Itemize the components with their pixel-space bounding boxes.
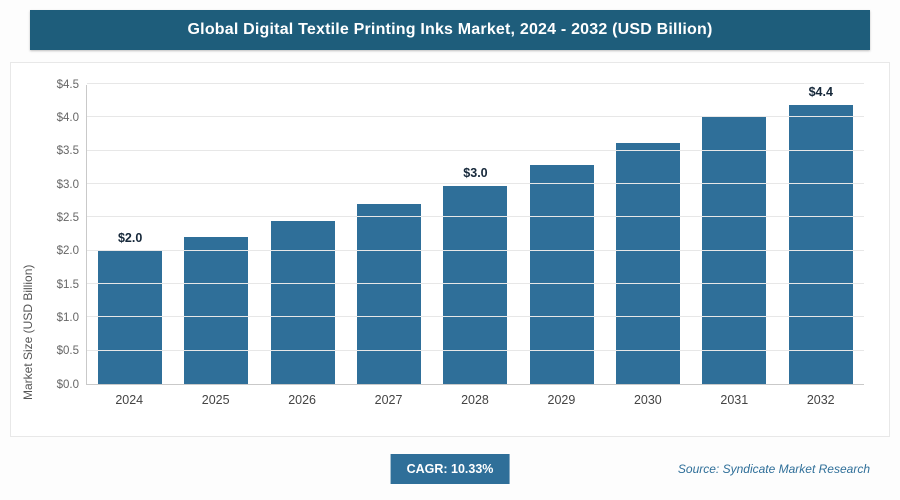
bar-2031 bbox=[702, 117, 767, 384]
bar-2028 bbox=[443, 186, 508, 384]
bar-value-label: $4.4 bbox=[808, 85, 833, 99]
plot-area: $2.0 $3.0 $4.4 $0.0 $0.5 $1.0 $1.5 $2.0 $2.5 $3.… bbox=[57, 79, 864, 391]
x-axis-label-2024: 2024 bbox=[115, 393, 144, 407]
x-axis-label-2025: 2025 bbox=[201, 393, 230, 407]
bar-slot-2025 bbox=[173, 85, 259, 384]
y-tick-label: $4.0 bbox=[56, 111, 79, 124]
bars-row: $2.0 $3.0 $4.4 bbox=[87, 85, 864, 384]
bar-slot-2028: $3.0 bbox=[432, 85, 518, 384]
chart-title-bar: Global Digital Textile Printing Inks Mar… bbox=[30, 10, 870, 50]
x-axis-label-2027: 2027 bbox=[374, 393, 403, 407]
bar-value-label: $3.0 bbox=[463, 166, 488, 180]
bar-2026 bbox=[270, 220, 335, 384]
chart-panel: Market Size (USD Billion) $2.0 $3.0 $4.4 $… bbox=[10, 62, 890, 437]
bar-2025 bbox=[184, 237, 249, 384]
y-tick-label: $2.0 bbox=[56, 245, 79, 258]
source-text: Source: Syndicate Market Research bbox=[677, 462, 870, 476]
bar-slot-2031 bbox=[691, 85, 777, 384]
x-axis-label-2032: 2032 bbox=[806, 393, 835, 407]
bar-slot-2024: $2.0 bbox=[87, 85, 173, 384]
y-tick-label: $4.5 bbox=[56, 78, 79, 91]
y-tick-label: $1.5 bbox=[56, 278, 79, 291]
x-axis-labels: 2024 2025 2026 2027 2028 2029 2030 2031 2032 bbox=[86, 393, 864, 407]
bar-slot-2029 bbox=[519, 85, 605, 384]
gridline bbox=[87, 183, 864, 184]
bar-2030 bbox=[616, 142, 681, 384]
y-tick-label: $0.0 bbox=[56, 378, 79, 391]
cagr-badge: CAGR: 10.33% bbox=[390, 454, 510, 484]
gridline bbox=[87, 249, 864, 251]
gridline bbox=[87, 216, 864, 218]
gridline bbox=[87, 316, 864, 318]
gridline bbox=[87, 149, 864, 151]
y-tick-label: $2.5 bbox=[56, 211, 79, 224]
bar-2032 bbox=[788, 105, 853, 384]
gridline bbox=[87, 116, 864, 118]
bar-slot-2026 bbox=[260, 85, 346, 384]
gridline bbox=[87, 349, 864, 351]
y-tick-label: $0.5 bbox=[56, 345, 79, 358]
bar-slot-2030 bbox=[605, 85, 691, 384]
chart-title: Global Digital Textile Printing Inks Mar… bbox=[187, 21, 713, 38]
gridline bbox=[87, 83, 864, 84]
y-tick-label: $3.0 bbox=[56, 178, 79, 191]
x-axis-label-2031: 2031 bbox=[720, 393, 749, 407]
x-axis-label-2029: 2029 bbox=[547, 393, 576, 407]
chart-footer: CAGR: 10.33% Source: Syndicate Market Re… bbox=[0, 454, 900, 486]
gridline bbox=[87, 283, 864, 284]
x-axis-label-2030: 2030 bbox=[633, 393, 662, 407]
bar-2029 bbox=[529, 165, 594, 384]
bar-2027 bbox=[357, 204, 422, 384]
bar-value-label: $2.0 bbox=[117, 230, 143, 245]
bar-slot-2032: $4.4 bbox=[778, 85, 864, 384]
y-tick-label: $3.5 bbox=[56, 145, 79, 158]
bar-slot-2027 bbox=[346, 85, 432, 384]
x-axis-label-2026: 2026 bbox=[288, 393, 316, 407]
y-axis-title: Market Size (USD Billion) bbox=[21, 264, 35, 400]
x-axis-label-2028: 2028 bbox=[461, 393, 489, 407]
y-tick-label: $1.0 bbox=[56, 311, 79, 324]
